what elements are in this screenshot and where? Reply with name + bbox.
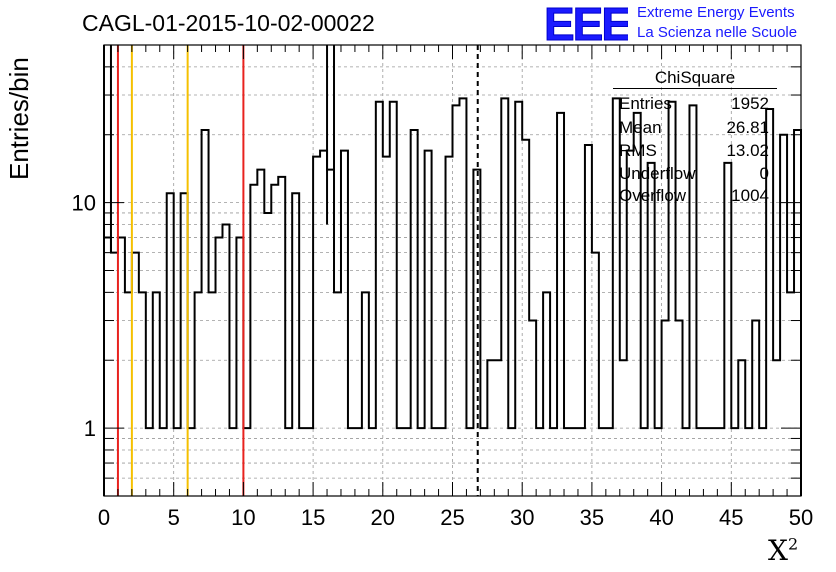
stats-value: 0 [759, 164, 769, 183]
logo-line-2: La Scienza nelle Scuole [637, 24, 798, 41]
x-tick-label: 10 [231, 505, 255, 530]
stats-value: 1952 [731, 94, 769, 113]
stats-row-rms: RMS 13.02 [619, 141, 769, 163]
logo-line-1: Extreme Energy Events [637, 4, 795, 21]
x-tick-label: 50 [789, 505, 813, 530]
stats-box: ChiSquare Entries 1952 Mean 26.81 RMS 13… [613, 66, 777, 206]
logo-mark: EEE [544, 2, 628, 44]
stats-row-underflow: Underflow 0 [619, 164, 769, 186]
chart-title: CAGL-01-2015-10-02-00022 [82, 10, 375, 36]
stats-label: Underflow [619, 164, 696, 183]
y-tick-label: 10 [72, 191, 96, 216]
stats-title: ChiSquare [654, 68, 736, 87]
stats-label: Overflow [619, 186, 687, 205]
y-tick-label: 1 [84, 416, 96, 441]
x-tick-label: 35 [580, 505, 604, 530]
x-tick-label: 45 [719, 505, 743, 530]
stats-label: Entries [619, 94, 672, 113]
reference-lines [116, 45, 479, 496]
stats-value: 1004 [731, 186, 769, 205]
stats-value: 13.02 [726, 141, 769, 160]
stats-divider [613, 88, 777, 89]
stats-label: Mean [619, 118, 662, 137]
histogram-outline [103, 97, 802, 496]
stats-label: RMS [619, 141, 657, 160]
x-tick-label: 5 [168, 505, 180, 530]
x-tick-label: 20 [371, 505, 395, 530]
stats-row-overflow: Overflow 1004 [619, 186, 769, 208]
stats-row-mean: Mean 26.81 [619, 118, 769, 140]
x-axis-label-superscript: 2 [787, 534, 799, 554]
x-tick-label: 30 [510, 505, 534, 530]
stats-value: 26.81 [726, 118, 769, 137]
axes: 0 5 10 15 20 25 30 35 40 45 50 1 10 [72, 44, 813, 530]
eee-logo: EEE [544, 2, 628, 44]
y-axis-label: Entries/bin [4, 57, 34, 180]
x-tick-label: 40 [649, 505, 673, 530]
x-axis-label: X2 [768, 534, 798, 567]
x-tick-label: 25 [440, 505, 464, 530]
x-axis-label-base: X [768, 534, 788, 567]
x-tick-label: 0 [98, 505, 110, 530]
stats-row-entries: Entries 1952 [619, 94, 769, 116]
x-tick-label: 15 [301, 505, 325, 530]
